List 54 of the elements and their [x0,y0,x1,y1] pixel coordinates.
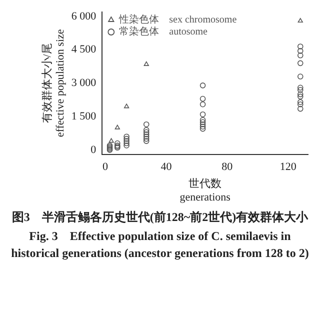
y-tick-label: 3 000 [71,77,97,90]
y-tick-label: 4 500 [71,44,97,56]
point [297,86,304,93]
point [108,138,114,143]
point [124,142,130,148]
x-axis-title: 世代数 generations [180,177,230,204]
point [124,136,130,142]
x-tick-label: 120 [280,160,297,173]
point [297,48,304,54]
point [297,94,304,100]
point [124,104,130,108]
point [143,129,150,136]
y-tick-label: 1 500 [71,110,97,122]
point [144,61,149,66]
point [124,140,130,146]
point [200,121,206,128]
point [200,126,206,132]
point [143,127,150,133]
point [297,91,304,98]
point [297,99,304,106]
point [200,119,206,126]
caption: Fig. 3 Effective population size of C. semilaevis in historical generations (ancestor generations from 128 to 2) [10,228,310,262]
point [297,60,304,66]
point [200,117,206,123]
point [200,111,206,118]
legend-label: 常染色体 autosome [119,26,208,38]
point [200,82,206,88]
point [297,44,304,50]
caption: 图3 半滑舌鳎各历史世代(前128~前2世代)有效群体大小 [10,209,310,226]
point [143,134,150,140]
point [114,124,120,130]
point [297,74,304,80]
point [200,96,206,102]
y-tick-label: 0 [90,144,97,156]
point [297,84,304,91]
x-tick-label: 0 [102,160,108,173]
x-tick-label: 40 [160,160,172,173]
point [297,101,304,108]
y-tick-label: 6 000 [71,10,97,22]
point [114,140,120,146]
x-tick-label: 80 [222,160,234,173]
y-axis-title: 有效群体大小/尾 effective population size [40,29,67,138]
point [298,18,303,23]
point [200,101,206,108]
point [124,138,130,144]
point [200,124,206,130]
point [297,52,304,58]
point [143,138,150,144]
point [143,136,150,142]
point [143,131,150,138]
point [124,134,130,140]
point [143,121,150,128]
legend-label: 性染色体 sex chromosome [118,14,238,26]
point [297,106,304,112]
